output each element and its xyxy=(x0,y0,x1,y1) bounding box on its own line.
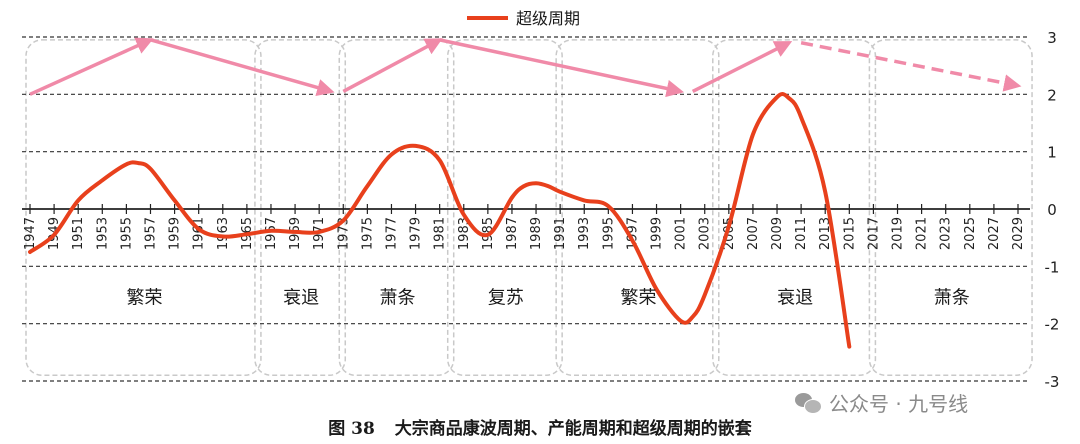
x-tick-label: 1993 xyxy=(577,217,592,250)
phase-box-1 xyxy=(254,39,347,377)
wechat-icon xyxy=(795,391,822,414)
x-tick-label: 2029 xyxy=(1011,217,1026,250)
x-tick-label: 2021 xyxy=(915,217,930,250)
x-tick-label: 2011 xyxy=(794,217,809,250)
x-tick-label: 1979 xyxy=(409,217,424,250)
phase-box-6 xyxy=(868,39,1033,377)
phase-label-3: 复苏 xyxy=(488,288,524,309)
phase-box-0 xyxy=(25,39,262,377)
x-tick-label: 2003 xyxy=(698,217,713,250)
x-tick-label: 1989 xyxy=(529,217,544,250)
x-tick-label: 1975 xyxy=(360,217,375,250)
x-tick-label: 1977 xyxy=(384,217,399,250)
phase-label-6: 萧条 xyxy=(934,288,970,309)
phase-label-1: 衰退 xyxy=(283,288,319,309)
watermark: 公众号 · 九号线 xyxy=(795,388,968,416)
x-tick-label: 1959 xyxy=(168,217,183,250)
trend-arrow-3 xyxy=(439,38,685,98)
y-tick-label: 1 xyxy=(1047,144,1057,162)
x-tick-label: 1947 xyxy=(23,217,38,250)
trend-arrows xyxy=(29,37,1022,98)
phase-label-2: 萧条 xyxy=(379,288,415,309)
phase-box-4 xyxy=(555,39,720,377)
x-tick-label: 2023 xyxy=(939,217,954,250)
grid-lines xyxy=(22,36,1030,382)
x-tick-label: 2015 xyxy=(842,217,857,250)
x-tick-label: 1967 xyxy=(264,217,279,250)
x-tick-label: 1983 xyxy=(457,217,472,250)
y-tick-label: 0 xyxy=(1047,201,1057,219)
x-tick-label: 1997 xyxy=(625,217,640,250)
legend-label: 超级周期 xyxy=(516,9,580,28)
phase-label-4: 繁荣 xyxy=(620,288,656,309)
watermark-text: 公众号 · 九号线 xyxy=(829,391,969,416)
x-tick-label: 2009 xyxy=(770,217,785,250)
phase-label-5: 衰退 xyxy=(777,288,813,309)
x-tick-label: 2025 xyxy=(963,217,978,250)
legend: 超级周期 xyxy=(467,9,580,28)
x-tick-label: 2007 xyxy=(746,217,761,250)
trend-arrow-5 xyxy=(800,41,1022,92)
x-tick-label: 1995 xyxy=(601,217,616,250)
y-tick-label: -2 xyxy=(1045,316,1060,334)
x-axis-ticks: 1947 1949 1951 1953 1955 1957 1959 1961 1963 1965… xyxy=(23,204,1026,250)
phase-boxes xyxy=(25,39,1033,377)
caption-title: 大宗商品康波周期、产能周期和超级周期的嵌套 xyxy=(394,419,752,439)
y-tick-label: 2 xyxy=(1047,86,1057,104)
y-tick-label: -1 xyxy=(1045,258,1060,276)
x-tick-label: 1955 xyxy=(119,217,134,250)
x-tick-label: 1953 xyxy=(95,217,110,250)
y-tick-label: -3 xyxy=(1045,373,1060,391)
trend-arrow-1 xyxy=(150,38,335,97)
x-tick-label: 1951 xyxy=(71,217,86,250)
x-tick-label: 1963 xyxy=(216,217,231,250)
x-tick-label: 1957 xyxy=(143,217,158,250)
series-lines xyxy=(28,92,852,349)
phase-box-5 xyxy=(712,39,877,377)
x-tick-label: 1991 xyxy=(553,217,568,250)
trend-arrow-0 xyxy=(29,37,154,96)
x-tick-label: 1981 xyxy=(433,217,448,250)
y-tick-label: 3 xyxy=(1047,29,1057,47)
phase-box-3 xyxy=(446,39,563,377)
phase-box-2 xyxy=(338,39,455,377)
x-tick-label: 1999 xyxy=(650,217,665,250)
series-line-0 xyxy=(28,92,852,349)
phase-label-0: 繁荣 xyxy=(126,288,162,309)
trend-arrow-2 xyxy=(342,38,443,94)
x-tick-label: 2019 xyxy=(891,217,906,250)
trend-arrow-4 xyxy=(691,41,793,94)
x-tick-label: 2001 xyxy=(674,217,689,250)
phase-labels: 繁荣 衰退 萧条 复苏 繁荣 衰退 萧条 xyxy=(126,288,969,309)
x-tick-label: 1987 xyxy=(505,217,520,250)
caption-number: 图 38 xyxy=(328,419,375,439)
y-axis-ticks: 3 2 1 0 -1 -2 -3 xyxy=(1045,29,1060,391)
figure-caption: 图 38 大宗商品康波周期、产能周期和超级周期的嵌套 xyxy=(0,414,1080,439)
x-tick-label: 2027 xyxy=(987,217,1002,250)
x-tick-label: 2017 xyxy=(866,217,881,250)
